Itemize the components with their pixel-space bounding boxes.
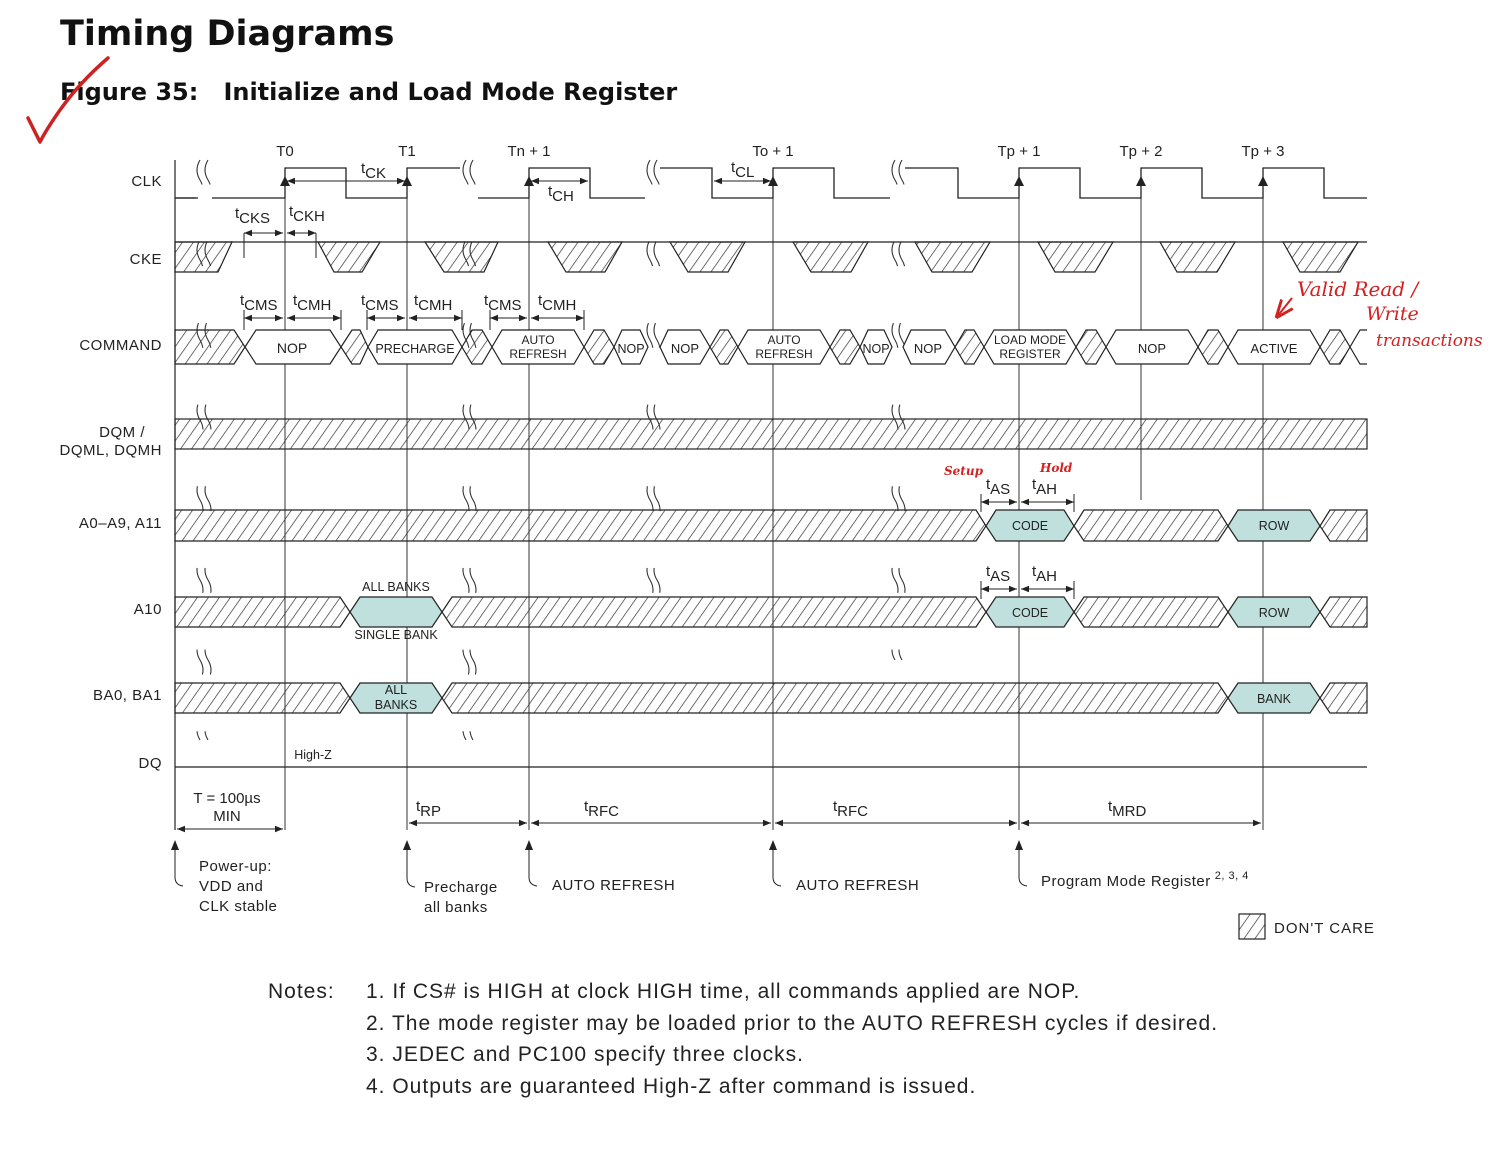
checkmark-annotation [26,56,110,144]
legend-dont-care-label: DON'T CARE [1274,920,1375,937]
note-item: 3. JEDEC and PC100 specify three clocks. [366,1043,805,1066]
param-trp: tRP [416,798,441,820]
clock-label-tp1: Tp + 1 [998,143,1041,160]
signal-label-ba: BA0, BA1 [93,687,162,704]
param-tah: tAH [1032,476,1057,498]
param-tas: tAS [986,476,1010,498]
command-active: ACTIVE [1251,341,1298,356]
event-auto-refresh-1: AUTO REFRESH [552,877,675,894]
param-tcms: tCMS [240,292,278,314]
signal-label-dqm: DQM / [99,424,145,441]
signal-label-clk: CLK [131,173,162,190]
clock-label-tp2: Tp + 2 [1120,143,1163,160]
signal-label-address: A0–A9, A11 [79,515,162,532]
address-row-label: ROW [1259,519,1290,533]
param-tcks: tCKS [235,205,270,227]
command-auto-refresh-1a: AUTO [521,333,554,347]
annotation-write: Write [1366,303,1419,325]
param-tcmh: tCMH [293,292,331,314]
command-load-mode-b: REGISTER [999,347,1061,361]
annotation-valid: Valid Read / [1297,277,1420,301]
a10-all-banks-label: ALL BANKS [362,580,430,594]
signal-label-cke: CKE [130,251,162,268]
command-nop: NOP [1138,341,1166,356]
ba-bank-label: BANK [1257,692,1292,706]
param-tckh: tCKH [289,203,325,225]
a10-code-label: CODE [1012,606,1048,620]
ba-banks-label: BANKS [375,698,417,712]
command-nop: NOP [277,340,307,356]
annotation-hold: Hold [1039,461,1073,475]
signal-label-dq: DQ [139,755,163,772]
event-powerup-2: VDD and [199,878,263,895]
ba-all-label: ALL [385,683,407,697]
annotation-transactions: transactions [1376,331,1483,351]
clock-label-tp3: Tp + 3 [1242,143,1285,160]
event-program-mode: Program Mode Register 2, 3, 4 [1041,870,1249,890]
page-heading: Timing Diagrams [60,14,395,54]
t100-min-label: MIN [213,808,241,825]
param-tah: tAH [1032,563,1057,585]
event-precharge-2: all banks [424,899,488,916]
signal-label-command: COMMAND [79,337,162,354]
clock-label-t1: T1 [398,143,416,160]
param-tcmh: tCMH [414,292,452,314]
param-tch: tCH [548,183,574,205]
command-bus [174,329,1367,365]
command-nop: NOP [862,342,889,356]
clock-label-tn1: Tn + 1 [508,143,551,160]
clk-waveform [175,167,1367,199]
param-tcms: tCMS [484,292,522,314]
note-item: 2. The mode register may be loaded prior… [366,1012,1219,1035]
command-nop: NOP [914,341,942,356]
notes-label: Notes: [268,980,335,1003]
event-precharge-1: Precharge [424,879,498,896]
t100-label: T = 100µs [193,790,260,807]
signal-label-a10: A10 [134,601,162,618]
annotation-setup: Setup [944,464,984,478]
a10-single-bank-label: SINGLE BANK [354,628,438,642]
address-code-label: CODE [1012,519,1048,533]
command-nop: NOP [671,341,699,356]
cke-waveform [174,241,1367,273]
figure-title: Initialize and Load Mode Register [223,78,678,106]
event-powerup-1: Power-up: [199,858,272,875]
command-auto-refresh-1b: REFRESH [509,347,566,361]
command-auto-refresh-2b: REFRESH [755,347,812,361]
command-nop: NOP [617,342,644,356]
clock-label-to1: To + 1 [752,143,793,160]
dqm-waveform [174,418,1368,450]
event-auto-refresh-2: AUTO REFRESH [796,877,919,894]
dq-high-z-label: High-Z [294,748,332,762]
figure-caption: Figure 35: Initialize and Load Mode Regi… [60,78,677,106]
param-tcms: tCMS [361,292,399,314]
bank-bus [174,682,1368,714]
annotation-arrow [1276,297,1292,318]
event-powerup-3: CLK stable [199,898,277,915]
note-item: 4. Outputs are guaranteed High-Z after c… [366,1075,977,1098]
command-load-mode-a: LOAD MODE [994,333,1066,347]
figure-label: Figure 35: [60,78,199,106]
a10-bus [174,596,1368,628]
clock-label-t0: T0 [276,143,294,160]
command-auto-refresh-2a: AUTO [767,333,800,347]
param-tcl: tCL [731,159,754,181]
a10-row-label: ROW [1259,606,1290,620]
address-bus [174,509,1368,542]
command-precharge: PRECHARGE [375,342,454,356]
param-tcmh: tCMH [538,292,576,314]
param-trfc: tRFC [584,798,619,820]
param-trfc: tRFC [833,798,868,820]
param-tck: tCK [361,160,386,182]
legend-dont-care-swatch [1238,913,1266,940]
param-tmrd: tMRD [1108,798,1146,820]
note-item: 1. If CS# is HIGH at clock HIGH time, al… [366,980,1081,1003]
param-tas: tAS [986,563,1010,585]
signal-label-dqml-dqmh: DQML, DQMH [60,442,163,459]
